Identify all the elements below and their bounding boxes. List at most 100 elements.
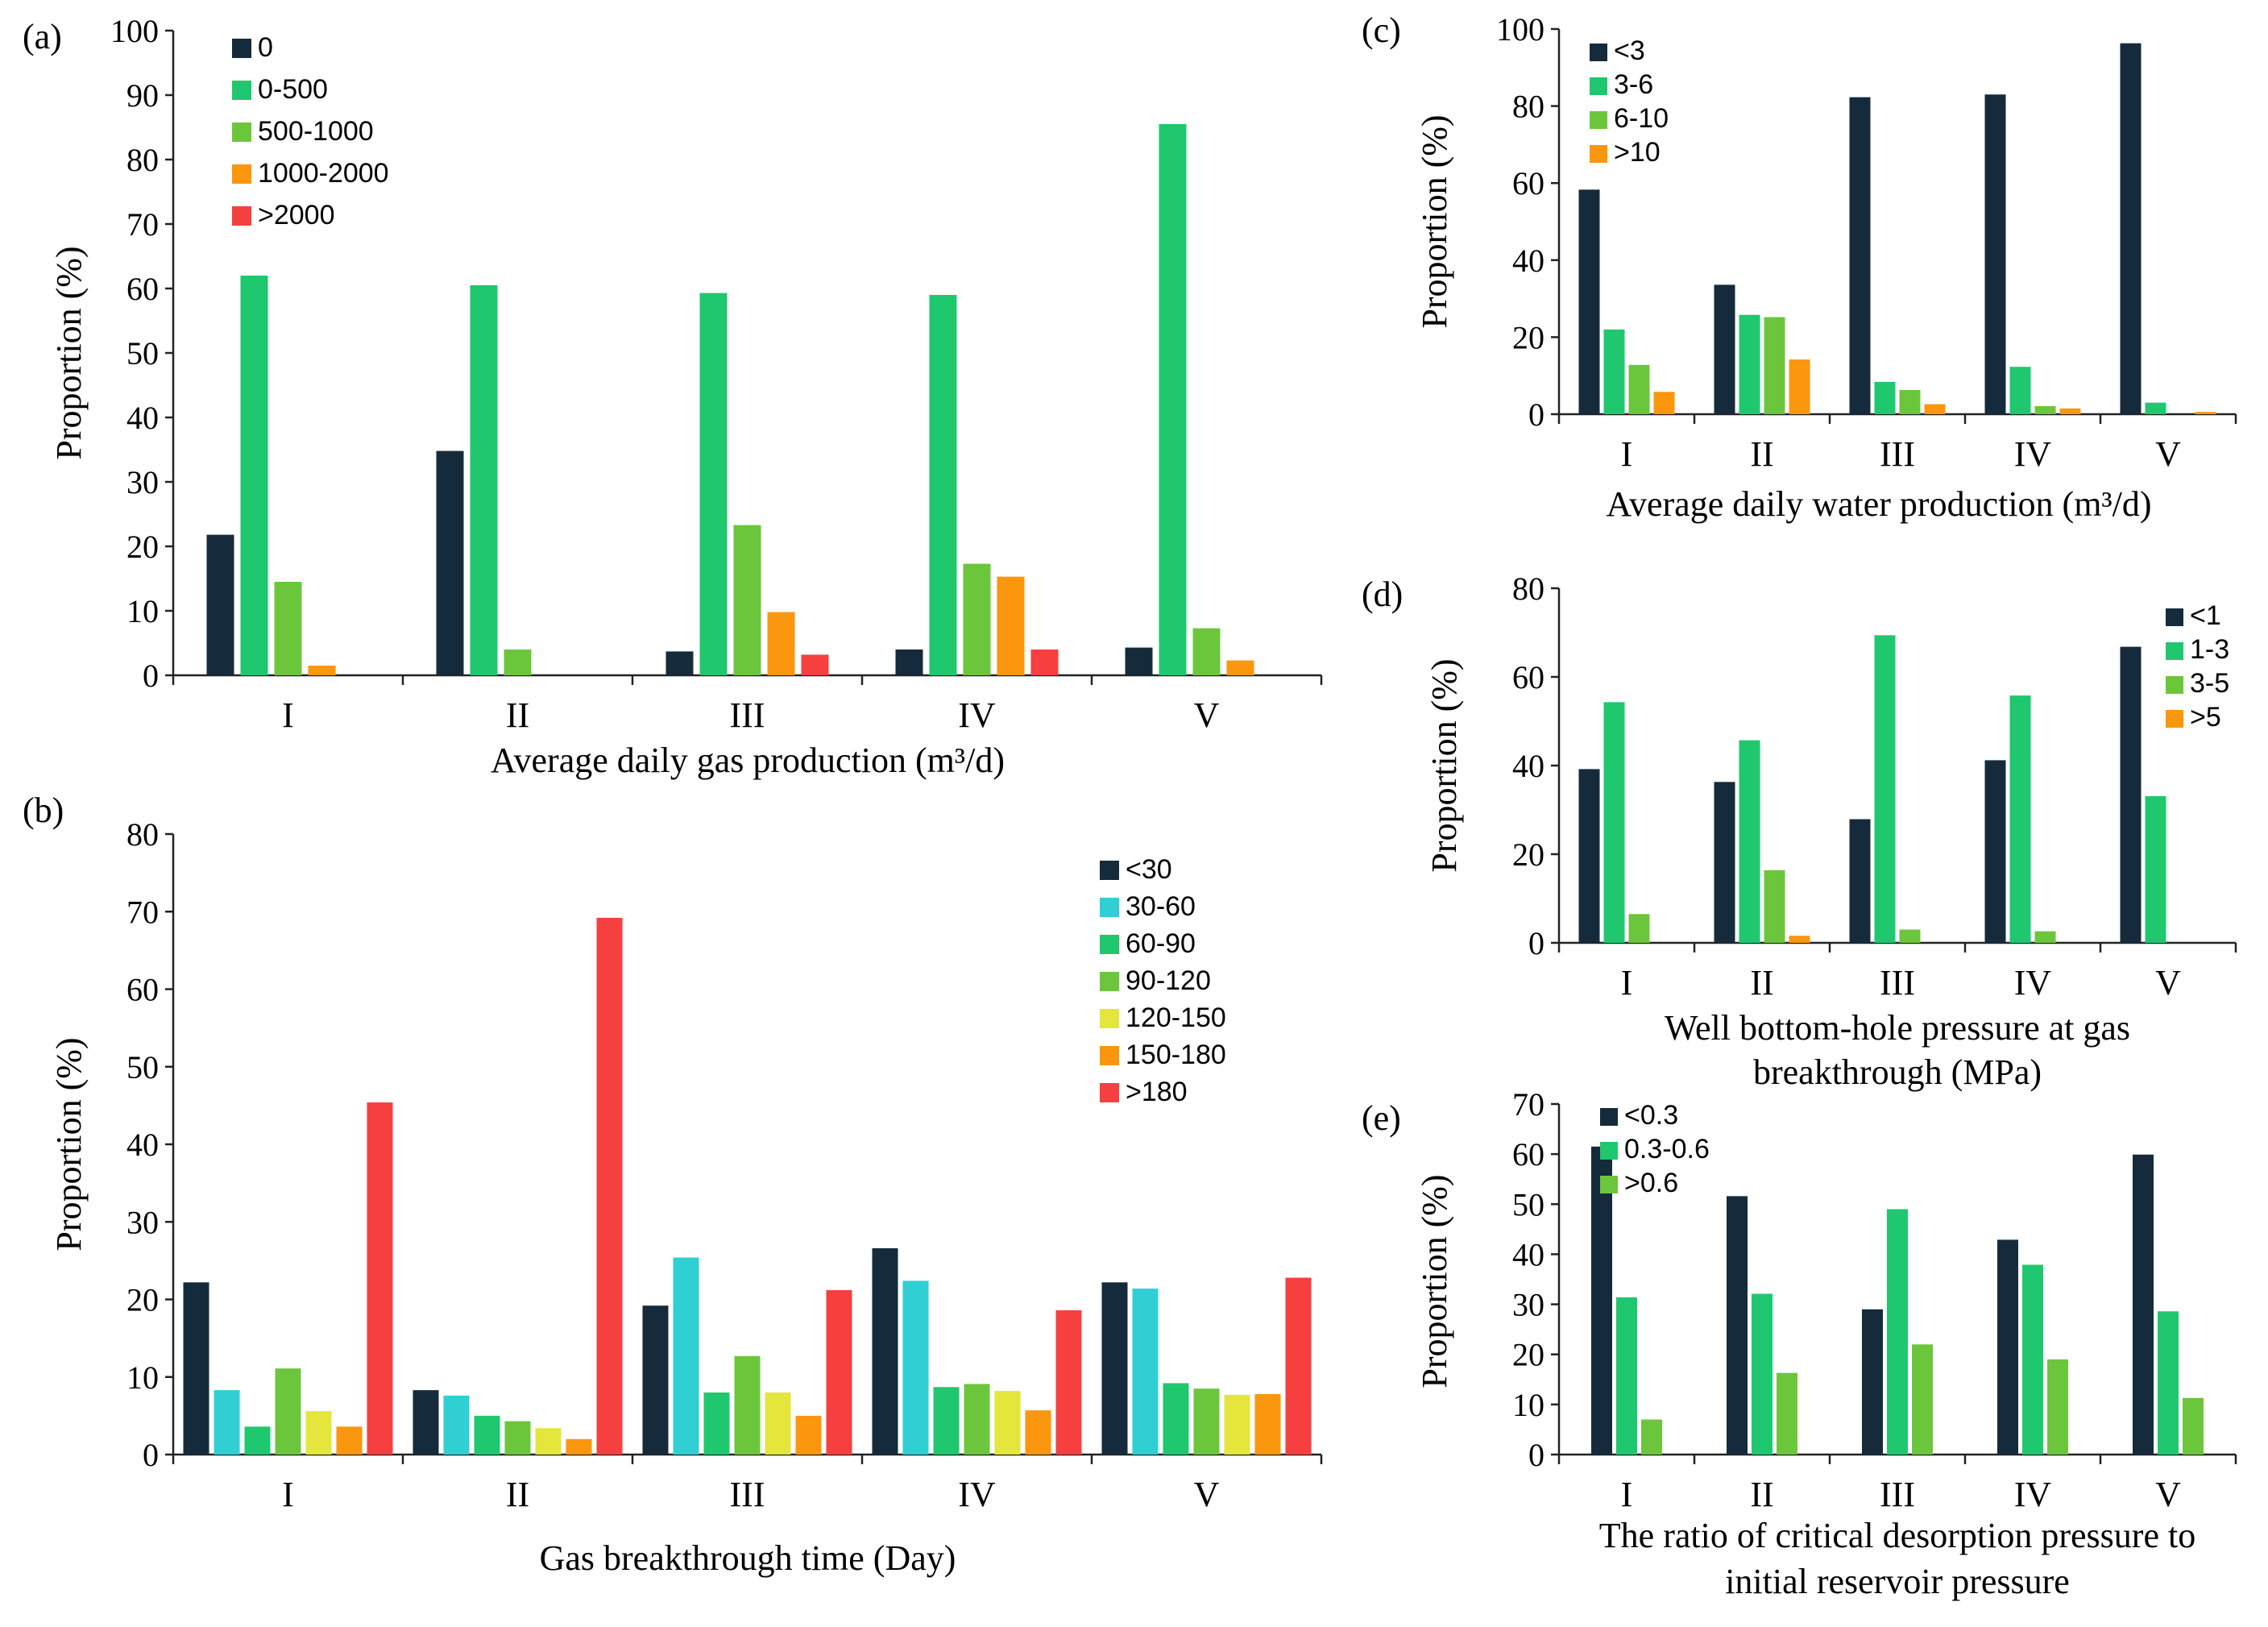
y-tick-label: 60	[1512, 165, 1544, 201]
y-tick-label: 80	[1512, 89, 1544, 125]
legend-label: >0.6	[1624, 1168, 1678, 1198]
x-category-label: II	[1750, 963, 1773, 1002]
x-category-label: III	[1880, 1475, 1915, 1514]
y-axis-title: Proportion (%)	[1415, 114, 1454, 328]
y-tick-label: 30	[1512, 1287, 1544, 1323]
bar-b-0-6	[367, 1102, 393, 1455]
bar-b-0-2	[244, 1426, 271, 1455]
bar-d-4-1	[2145, 795, 2166, 943]
x-category-label: V	[1194, 1475, 1220, 1514]
x-category-label: I	[1621, 1475, 1633, 1514]
bar-a-3-1	[929, 295, 957, 675]
legend-swatch	[1100, 1083, 1119, 1102]
bar-b-4-3	[1193, 1388, 1220, 1455]
bar-c-1-1	[1739, 314, 1760, 414]
legend-label: <1	[2190, 600, 2221, 631]
bar-e-4-1	[2158, 1311, 2179, 1455]
x-category-label: IV	[2014, 1475, 2052, 1514]
bar-c-4-0	[2120, 43, 2142, 414]
legend-label: >5	[2190, 702, 2221, 733]
y-axis-title: Proportion (%)	[1415, 1174, 1454, 1388]
legend-label: <30	[1126, 854, 1172, 885]
bar-c-2-0	[1849, 97, 1871, 414]
legend-label: <3	[1614, 35, 1645, 66]
y-tick-label: 30	[126, 464, 159, 500]
legend-swatch	[1100, 1046, 1119, 1065]
bar-c-1-0	[1714, 284, 1735, 414]
legend-label: 120-150	[1126, 1002, 1226, 1033]
bar-a-2-1	[699, 293, 728, 675]
legend-swatch	[1600, 1142, 1618, 1160]
y-tick-label: 60	[1512, 659, 1544, 695]
y-tick-label: 60	[1512, 1136, 1544, 1173]
bar-c-4-1	[2145, 402, 2166, 414]
y-axis-title: Proportion (%)	[1424, 658, 1464, 872]
bar-b-0-0	[183, 1282, 209, 1455]
bar-c-1-3	[1789, 359, 1810, 414]
bar-a-2-0	[665, 651, 694, 675]
legend-swatch	[232, 206, 251, 226]
legend-swatch	[1100, 972, 1119, 991]
y-tick-label: 20	[1512, 836, 1544, 873]
legend-swatch	[1100, 1009, 1119, 1028]
legend-label: 30-60	[1126, 891, 1196, 922]
panel-label: (b)	[23, 791, 64, 830]
bar-d-2-2	[1899, 929, 1921, 943]
y-tick-label: 90	[126, 77, 159, 114]
y-tick-label: 20	[126, 1282, 159, 1318]
x-category-label: II	[1750, 434, 1773, 474]
y-tick-label: 20	[1512, 1337, 1544, 1373]
bar-a-2-3	[767, 612, 795, 675]
x-category-label: III	[730, 695, 765, 735]
bar-a-3-0	[895, 650, 923, 675]
legend-swatch	[2166, 608, 2183, 626]
legend-swatch	[1600, 1176, 1618, 1193]
bar-d-1-2	[1764, 870, 1785, 943]
legend-swatch	[1100, 861, 1119, 880]
bar-a-0-0	[206, 534, 234, 675]
x-category-label: V	[1194, 695, 1220, 735]
legend-label: 6-10	[1614, 103, 1669, 134]
bar-b-1-6	[596, 917, 623, 1455]
bar-d-1-1	[1739, 740, 1760, 943]
legend-label: 500-1000	[258, 116, 374, 147]
bar-b-3-0	[872, 1247, 898, 1455]
bar-c-2-2	[1899, 389, 1921, 414]
legend-label: 0-500	[258, 74, 328, 105]
x-category-label: IV	[958, 1475, 996, 1514]
legend-label: 3-6	[1614, 69, 1653, 100]
bar-c-0-0	[1578, 189, 1600, 415]
legend-label: 150-180	[1126, 1040, 1226, 1070]
legend-swatch	[1600, 1108, 1618, 1126]
bar-b-4-5	[1254, 1393, 1281, 1455]
bar-e-3-1	[2022, 1264, 2043, 1455]
panel-a: (a) Proportion (%) 0 10 20 30 40 50 60 70 80 90 100 I…	[23, 13, 1323, 780]
legend-label: 1000-2000	[258, 158, 389, 189]
bar-c-0-1	[1603, 329, 1625, 414]
x-category-label: III	[730, 1475, 765, 1514]
bar-c-0-2	[1628, 364, 1650, 414]
y-tick-label: 10	[126, 1359, 159, 1396]
bar-b-2-3	[734, 1355, 761, 1455]
x-axis-title: Average daily water production (m³/d)	[1606, 484, 2151, 524]
y-tick-label: 40	[126, 1127, 159, 1163]
legend-label: 1-3	[2190, 634, 2229, 665]
legend-swatch	[1590, 145, 1607, 163]
bar-a-3-4	[1030, 650, 1059, 675]
x-category-label: I	[282, 1475, 294, 1514]
x-axis-title: initial reservoir pressure	[1725, 1562, 2070, 1601]
bar-a-2-4	[801, 654, 829, 675]
bar-d-0-0	[1578, 769, 1600, 943]
bar-b-4-2	[1163, 1383, 1189, 1455]
bar-b-1-5	[566, 1438, 592, 1455]
panel-label: (d)	[1362, 575, 1403, 614]
bar-c-3-1	[2009, 367, 2031, 414]
bar-c-2-1	[1874, 381, 1896, 414]
x-category-label: V	[2155, 1475, 2181, 1514]
bar-a-4-3	[1226, 660, 1254, 675]
bar-e-3-0	[1997, 1239, 2018, 1455]
bar-b-0-3	[275, 1368, 301, 1455]
legend-label: 90-120	[1126, 965, 1211, 996]
x-category-label: II	[506, 1475, 529, 1514]
